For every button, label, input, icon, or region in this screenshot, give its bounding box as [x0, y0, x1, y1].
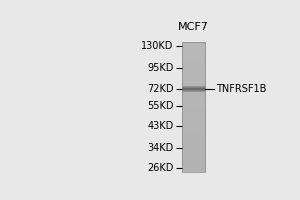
Text: 43KD: 43KD	[147, 121, 173, 131]
Bar	[182, 42, 205, 172]
Text: 72KD: 72KD	[147, 84, 173, 94]
Text: TNFRSF1B: TNFRSF1B	[217, 84, 267, 94]
Text: 55KD: 55KD	[147, 101, 173, 111]
Text: 26KD: 26KD	[147, 163, 173, 173]
Text: MCF7: MCF7	[178, 22, 209, 32]
Text: 95KD: 95KD	[147, 63, 173, 73]
Bar	[182, 42, 205, 172]
Text: 130KD: 130KD	[141, 41, 173, 51]
Text: 34KD: 34KD	[147, 143, 173, 153]
